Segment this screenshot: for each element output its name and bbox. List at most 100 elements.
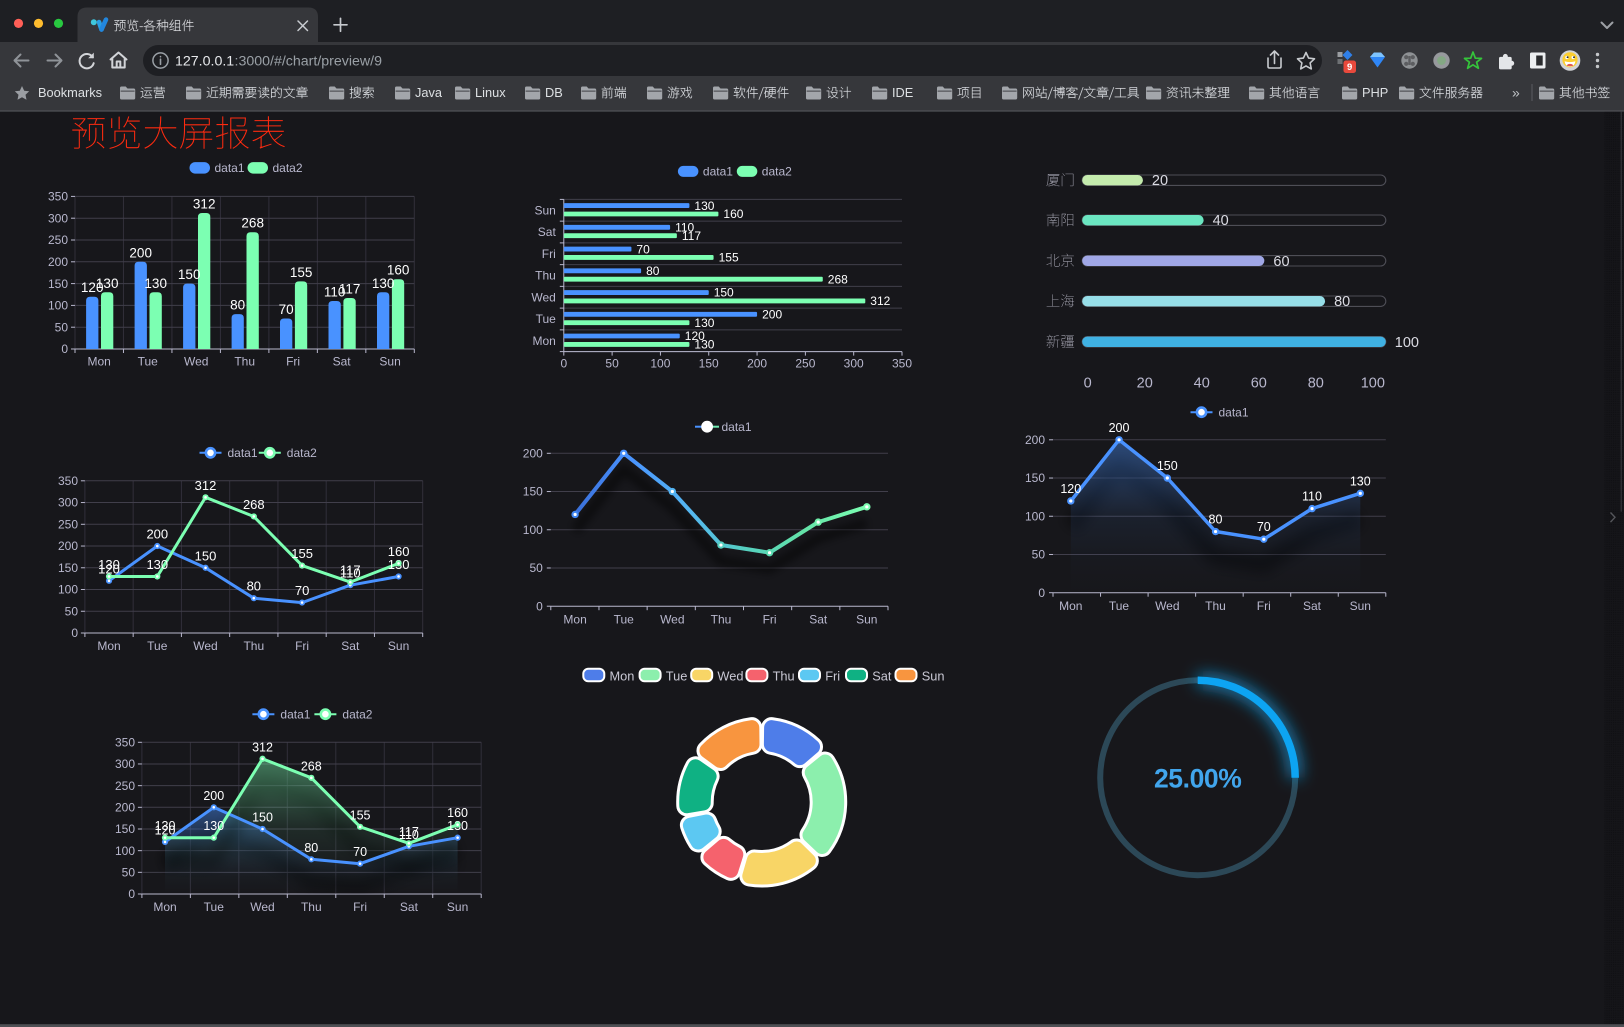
svg-text:20: 20	[1137, 376, 1153, 392]
svg-text:0: 0	[1038, 586, 1045, 600]
svg-text:155: 155	[350, 808, 371, 822]
svg-text:80: 80	[1334, 294, 1350, 310]
svg-text:200: 200	[146, 527, 168, 542]
svg-text:Sun: Sun	[534, 204, 555, 218]
svg-text:150: 150	[178, 267, 201, 282]
svg-text:70: 70	[295, 583, 309, 598]
svg-text:Wed: Wed	[193, 639, 217, 653]
svg-text:120: 120	[155, 824, 176, 838]
svg-text:200: 200	[1025, 433, 1045, 447]
svg-text:130: 130	[146, 557, 168, 572]
svg-text:250: 250	[795, 357, 815, 371]
svg-text:Mon: Mon	[532, 334, 555, 348]
svg-text:100: 100	[1395, 335, 1419, 351]
svg-text:150: 150	[1025, 471, 1045, 485]
svg-text:300: 300	[48, 211, 68, 225]
svg-text:Sat: Sat	[872, 668, 892, 683]
svg-text:130: 130	[98, 557, 120, 572]
svg-text:100: 100	[115, 844, 135, 858]
svg-text:120: 120	[98, 561, 120, 576]
svg-text:Fri: Fri	[295, 639, 309, 653]
svg-text:350: 350	[58, 474, 78, 488]
svg-text:data2: data2	[762, 165, 792, 179]
svg-text:350: 350	[48, 190, 68, 204]
svg-text:350: 350	[892, 357, 912, 371]
svg-text:110: 110	[324, 285, 346, 300]
svg-text:0: 0	[128, 887, 135, 901]
svg-text:IDE: IDE	[892, 85, 913, 100]
svg-text:312: 312	[870, 294, 890, 308]
svg-text:130: 130	[694, 199, 714, 213]
svg-text:Fri: Fri	[1257, 599, 1271, 613]
svg-text:150: 150	[699, 357, 719, 371]
svg-text:350: 350	[115, 736, 135, 750]
svg-text:200: 200	[58, 539, 78, 553]
svg-text:100: 100	[1361, 376, 1385, 392]
svg-text:250: 250	[115, 779, 135, 793]
svg-text:110: 110	[340, 566, 361, 581]
svg-text:Wed: Wed	[250, 900, 274, 914]
svg-text:Mon: Mon	[97, 639, 120, 653]
svg-text:data2: data2	[342, 708, 372, 722]
svg-text:40: 40	[1194, 376, 1210, 392]
svg-text:60: 60	[1273, 254, 1289, 270]
svg-text:Sun: Sun	[447, 900, 468, 914]
svg-text:150: 150	[714, 286, 734, 300]
svg-text:Fri: Fri	[542, 247, 556, 261]
svg-text:70: 70	[353, 845, 367, 859]
svg-text:Sat: Sat	[809, 613, 828, 627]
svg-text:Wed: Wed	[184, 355, 208, 369]
svg-text:Thu: Thu	[711, 613, 732, 627]
svg-text:Tue: Tue	[147, 639, 168, 653]
svg-text:100: 100	[523, 523, 543, 537]
svg-text:100: 100	[58, 583, 78, 597]
svg-text:Fri: Fri	[763, 613, 777, 627]
svg-text:150: 150	[58, 561, 78, 575]
svg-text:Mon: Mon	[153, 900, 176, 914]
svg-text:80: 80	[1209, 513, 1223, 527]
svg-text:Thu: Thu	[243, 639, 264, 653]
svg-text:Java: Java	[415, 85, 443, 100]
svg-text:20: 20	[1152, 173, 1168, 189]
svg-text:110: 110	[675, 221, 694, 235]
svg-text:200: 200	[115, 801, 135, 815]
svg-text:160: 160	[388, 544, 410, 559]
svg-text:Sun: Sun	[379, 355, 400, 369]
svg-text:268: 268	[243, 497, 265, 512]
svg-text:Thu: Thu	[234, 355, 255, 369]
svg-text:110: 110	[1302, 490, 1322, 504]
svg-text:»: »	[1512, 85, 1520, 101]
svg-text:data1: data1	[722, 420, 752, 434]
svg-text:100: 100	[650, 357, 670, 371]
svg-text:268: 268	[241, 216, 264, 231]
svg-text:Wed: Wed	[660, 613, 684, 627]
svg-text:Fri: Fri	[286, 355, 300, 369]
svg-text:160: 160	[723, 207, 743, 221]
svg-text:300: 300	[115, 757, 135, 771]
svg-text:117: 117	[399, 825, 419, 839]
svg-text:Tue: Tue	[536, 312, 557, 326]
svg-text:117: 117	[339, 282, 361, 297]
svg-text:70: 70	[279, 302, 294, 317]
svg-text:50: 50	[1032, 548, 1046, 562]
svg-text:80: 80	[230, 298, 245, 313]
svg-text:130: 130	[155, 819, 176, 833]
svg-text:150: 150	[252, 811, 273, 825]
svg-text:data1: data1	[228, 446, 258, 460]
svg-text:25.00%: 25.00%	[1154, 764, 1241, 794]
svg-text::3000/#/chart/preview/9: :3000/#/chart/preview/9	[235, 53, 383, 69]
svg-text:200: 200	[523, 447, 543, 461]
svg-text:150: 150	[1157, 459, 1178, 473]
svg-text:Thu: Thu	[773, 668, 795, 683]
svg-text:Sun: Sun	[922, 668, 945, 683]
svg-text:60: 60	[1251, 376, 1267, 392]
svg-text:Sat: Sat	[538, 225, 557, 239]
svg-text:data1: data1	[703, 165, 733, 179]
svg-text:200: 200	[762, 308, 782, 322]
svg-text:100: 100	[1025, 510, 1045, 524]
svg-text:312: 312	[252, 740, 273, 754]
svg-text:160: 160	[387, 263, 410, 278]
svg-text:200: 200	[1109, 421, 1130, 435]
svg-text:Sat: Sat	[400, 900, 419, 914]
svg-text:250: 250	[48, 233, 68, 247]
